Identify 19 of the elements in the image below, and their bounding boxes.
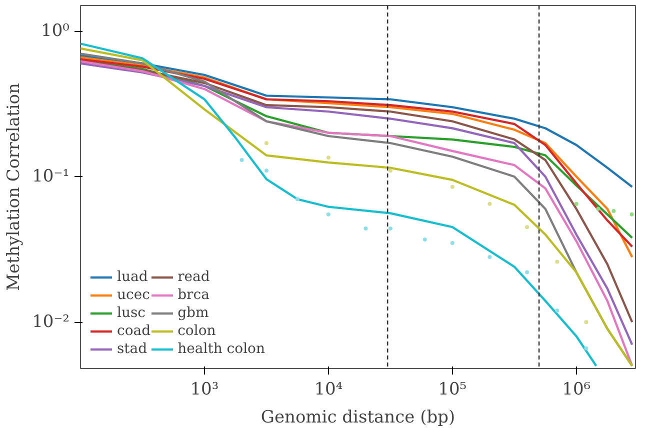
x-tick-label: 10⁴ xyxy=(314,380,343,400)
legend-label: lusc xyxy=(117,304,146,322)
y-axis-title: Methylation Correlation xyxy=(4,83,24,291)
y-tick-label: 10⁻² xyxy=(32,312,70,332)
legend-label: ucec xyxy=(117,286,150,304)
x-tick-label: 10⁶ xyxy=(562,380,591,400)
legend-label: colon xyxy=(178,322,216,340)
x-tick-label: 10³ xyxy=(190,380,219,400)
y-tick-label: 10⁰ xyxy=(41,21,70,42)
legend-label: read xyxy=(178,268,210,286)
legend-label: gbm xyxy=(178,304,209,322)
legend-label: brca xyxy=(178,286,210,304)
legend-label: luad xyxy=(117,268,148,286)
x-axis-title: Genomic distance (bp) xyxy=(260,408,456,428)
legend-label: stad xyxy=(117,340,148,358)
legend-label: coad xyxy=(117,322,151,340)
legend-label: health colon xyxy=(178,340,265,358)
y-tick-label: 10⁻¹ xyxy=(32,166,70,187)
x-tick-label: 10⁵ xyxy=(438,380,467,400)
